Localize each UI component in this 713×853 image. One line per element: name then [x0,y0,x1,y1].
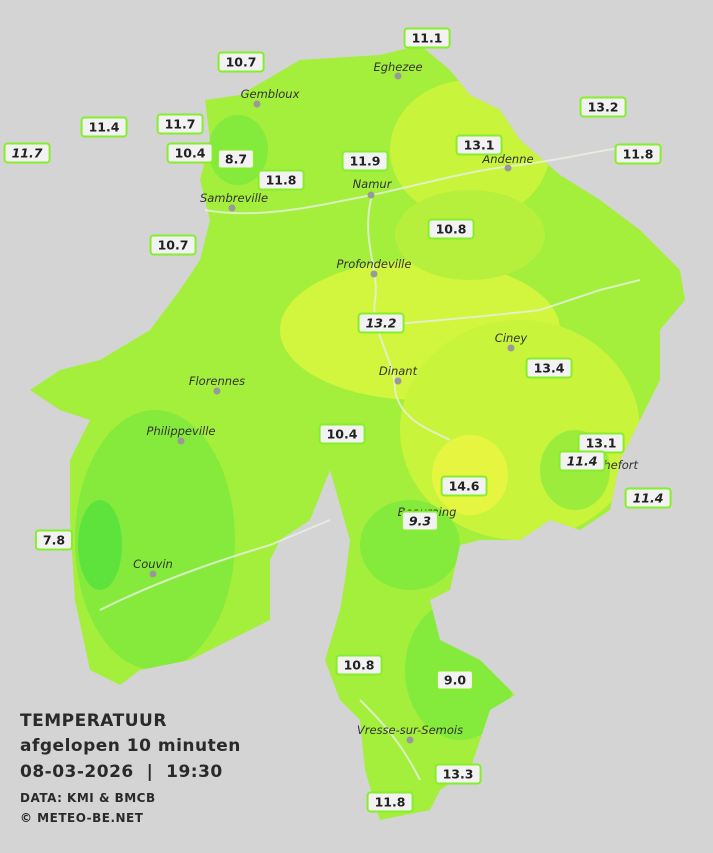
temperature-label: 11.4 [80,116,128,138]
city-dot [228,204,236,212]
city-label: Couvin [133,557,173,571]
city-dot [394,377,402,385]
temperature-label: 10.4 [166,142,214,164]
city-label: Philippeville [146,424,216,438]
city-dot [213,387,221,395]
temperature-label: 13.3 [434,763,482,785]
temperature-label: 10.8 [427,218,475,240]
city-dot [406,736,414,744]
city-label: Ciney [494,331,528,345]
temperature-label: 11.8 [366,791,414,813]
city-dot [367,191,375,199]
city-label: Profondeville [336,257,412,271]
temperature-label: 13.1 [455,134,503,156]
temperature-label: 10.7 [217,51,265,73]
temperature-label: 11.9 [341,150,389,172]
city-dot [177,437,185,445]
city-dot [504,164,512,172]
legend-subtitle: afgelopen 10 minuten [20,736,241,756]
legend-source: DATA: KMI & BMCB [20,791,156,805]
temperature-label: 11.4 [624,487,672,509]
temperature-label: 8.7 [216,148,256,170]
city-label: Andenne [482,152,534,166]
temperature-label: 11.4 [558,450,606,472]
city-label: Namur [352,177,392,191]
temperature-label: 11.7 [3,142,51,164]
city-dot [370,270,378,278]
temperature-label: 7.8 [34,529,74,551]
temperature-label: 11.8 [257,169,305,191]
temperature-label: 10.8 [335,654,383,676]
temperature-label: 10.4 [318,423,366,445]
temperature-label: 13.4 [525,357,573,379]
city-label: Gembloux [240,87,300,101]
rivers [99,144,641,781]
city-dot [253,100,261,108]
temperature-label: 13.2 [579,96,627,118]
city-dot [394,72,402,80]
legend-title: TEMPERATUUR [20,711,167,731]
city-label: Dinant [378,364,418,378]
temperature-label: 9.3 [400,510,440,532]
temperature-label: 13.2 [357,312,405,334]
temperature-label: 11.1 [403,27,451,49]
legend-datetime: 08-03-2026 | 19:30 [20,762,223,782]
city-label: Sambreville [199,191,269,205]
city-label: Vresse-sur-Semois [356,723,464,737]
temperature-label: 10.7 [149,234,197,256]
legend-copyright: © METEO-BE.NET [20,811,144,825]
city-dot [149,570,157,578]
temperature-label: 11.7 [156,113,204,135]
temperature-label: 11.8 [614,143,662,165]
city-dot [507,344,515,352]
city-label: Eghezee [373,60,423,74]
temperature-label: 14.6 [440,475,488,497]
temperature-label: 9.0 [435,669,475,691]
city-label: Florennes [188,374,246,388]
